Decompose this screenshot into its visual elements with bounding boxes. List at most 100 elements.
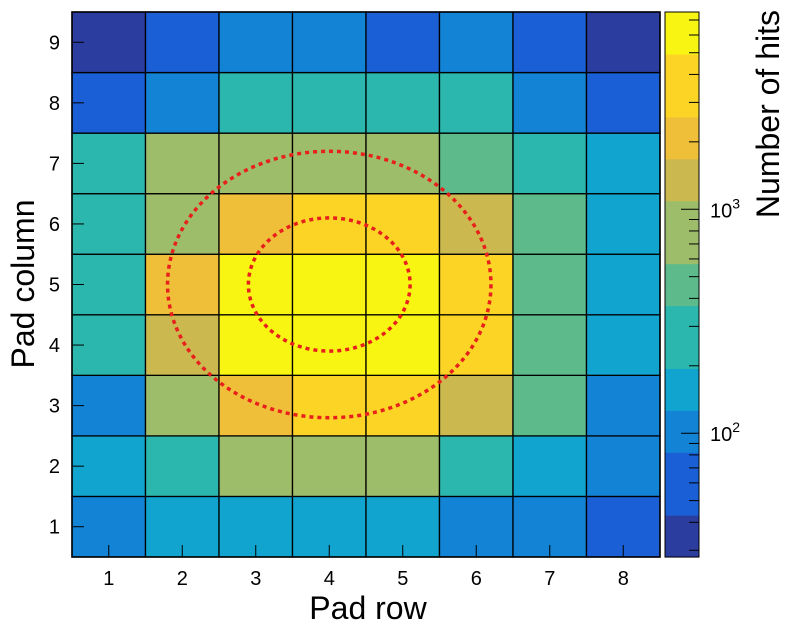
heatmap-cell	[365, 435, 441, 498]
annotation-ellipses	[165, 149, 493, 420]
colorbar-swatch	[665, 116, 699, 139]
heatmap-cell	[218, 11, 294, 74]
heatmap-cell	[291, 435, 367, 498]
colorbar-tick-label: 103	[710, 195, 740, 222]
colorbar-swatch	[665, 137, 699, 160]
heatmap-cell	[218, 314, 294, 376]
colorbar-swatch	[665, 431, 699, 453]
x-tick-label: 3	[250, 568, 261, 590]
x-axis-ticks: 1 2 3 4 5 6 7 8	[103, 545, 629, 590]
heatmap-cell	[144, 374, 220, 437]
colorbar-swatch	[665, 326, 699, 348]
y-tick-label: 8	[49, 93, 60, 115]
colorbar-swatch	[665, 12, 699, 34]
colorbar-swatch	[665, 221, 699, 244]
heatmap-cell	[585, 374, 661, 437]
heatmap-cell	[218, 435, 294, 498]
colorbar-swatch	[665, 32, 699, 55]
annotation-ellipse	[165, 149, 493, 420]
colorbar-swatch	[665, 452, 699, 474]
x-tick-label: 4	[324, 568, 335, 590]
colorbar-tick-label: 102	[710, 419, 740, 446]
heatmap-cell	[512, 435, 588, 498]
heatmap-cell	[365, 71, 441, 134]
heatmap-cell	[438, 253, 514, 316]
colorbar-swatch	[665, 74, 699, 97]
heatmap-cell	[512, 253, 588, 316]
x-tick-label: 7	[544, 568, 555, 590]
colorbar: 102 103	[664, 11, 740, 558]
heatmap-cell	[291, 11, 367, 74]
heatmap-cell	[144, 132, 220, 195]
heatmap-cell	[438, 71, 514, 134]
y-tick-label: 9	[49, 32, 60, 54]
heatmap-cell	[291, 253, 367, 316]
x-tick-label: 5	[397, 568, 408, 590]
heatmap-cell	[365, 374, 441, 437]
heatmap-cell	[585, 71, 661, 134]
heatmap-cell	[438, 193, 514, 255]
heatmap-cell	[218, 374, 294, 437]
heatmap-cell	[585, 435, 661, 498]
colorbar-frame	[664, 11, 700, 558]
y-tick-label: 7	[49, 153, 60, 175]
y-tick-label: 1	[49, 517, 60, 539]
heatmap-cell	[585, 193, 661, 255]
heatmap-cell	[438, 132, 514, 195]
heatmap-cell	[291, 71, 367, 134]
heatmap-cell	[438, 374, 514, 437]
heatmap-cell	[71, 193, 147, 255]
x-tick-label: 6	[471, 568, 482, 590]
colorbar-swatch	[665, 263, 699, 286]
heatmap-cell	[585, 132, 661, 195]
colorbar-swatch	[665, 368, 699, 390]
heatmap-cell	[291, 314, 367, 376]
heatmap-cell	[585, 253, 661, 316]
heatmap-cell	[71, 253, 147, 316]
x-tick-label: 1	[103, 568, 114, 590]
y-axis-title: Pad column	[5, 200, 41, 369]
x-axis-title: Pad row	[309, 590, 427, 626]
colorbar-swatch	[665, 284, 699, 307]
colorbar-swatch	[665, 389, 699, 411]
heatmap-cell	[218, 253, 294, 316]
y-tick-label: 4	[49, 335, 60, 357]
colorbar-title: Number of hits	[750, 10, 786, 218]
heatmap-cell	[291, 193, 367, 255]
y-tick-label: 3	[49, 396, 60, 418]
heatmap-cell	[365, 11, 441, 74]
heatmap-cell	[144, 314, 220, 376]
heatmap-cell	[438, 11, 514, 74]
x-tick-label: 8	[618, 568, 629, 590]
heatmap-cell	[585, 11, 661, 74]
heatmap-cell	[144, 11, 220, 74]
colorbar-swatch	[665, 494, 699, 516]
heatmap-cell	[438, 435, 514, 498]
heatmap-cell	[144, 435, 220, 498]
colorbar-swatch	[665, 347, 699, 369]
colorbar-swatch	[665, 473, 699, 495]
heatmap-cell	[512, 193, 588, 255]
heatmap-cell	[512, 11, 588, 74]
colorbar-swatch	[665, 53, 699, 76]
heatmap-cell	[71, 374, 147, 437]
heatmap-cell	[218, 193, 294, 255]
colorbar-swatch	[665, 200, 699, 223]
heatmap-cell	[365, 314, 441, 376]
heatmap-cell	[365, 132, 441, 195]
colorbar-swatch	[665, 158, 699, 181]
heatmap-cell	[512, 71, 588, 134]
heatmap-cell	[585, 314, 661, 376]
colorbar-swatch	[665, 95, 699, 118]
x-tick-label: 2	[177, 568, 188, 590]
heatmap-cell	[144, 71, 220, 134]
heatmap-cell	[365, 193, 441, 255]
heatmap-cell	[291, 132, 367, 195]
heatmap-cell	[144, 193, 220, 255]
colorbar-swatch	[665, 179, 699, 202]
y-axis-ticks: 1 2 3 4 5 6 7 8 9	[49, 32, 84, 539]
heatmap-cell	[291, 374, 367, 437]
heatmap-cell	[512, 314, 588, 376]
heatmap-cell	[365, 253, 441, 316]
colorbar-swatch	[665, 305, 699, 328]
